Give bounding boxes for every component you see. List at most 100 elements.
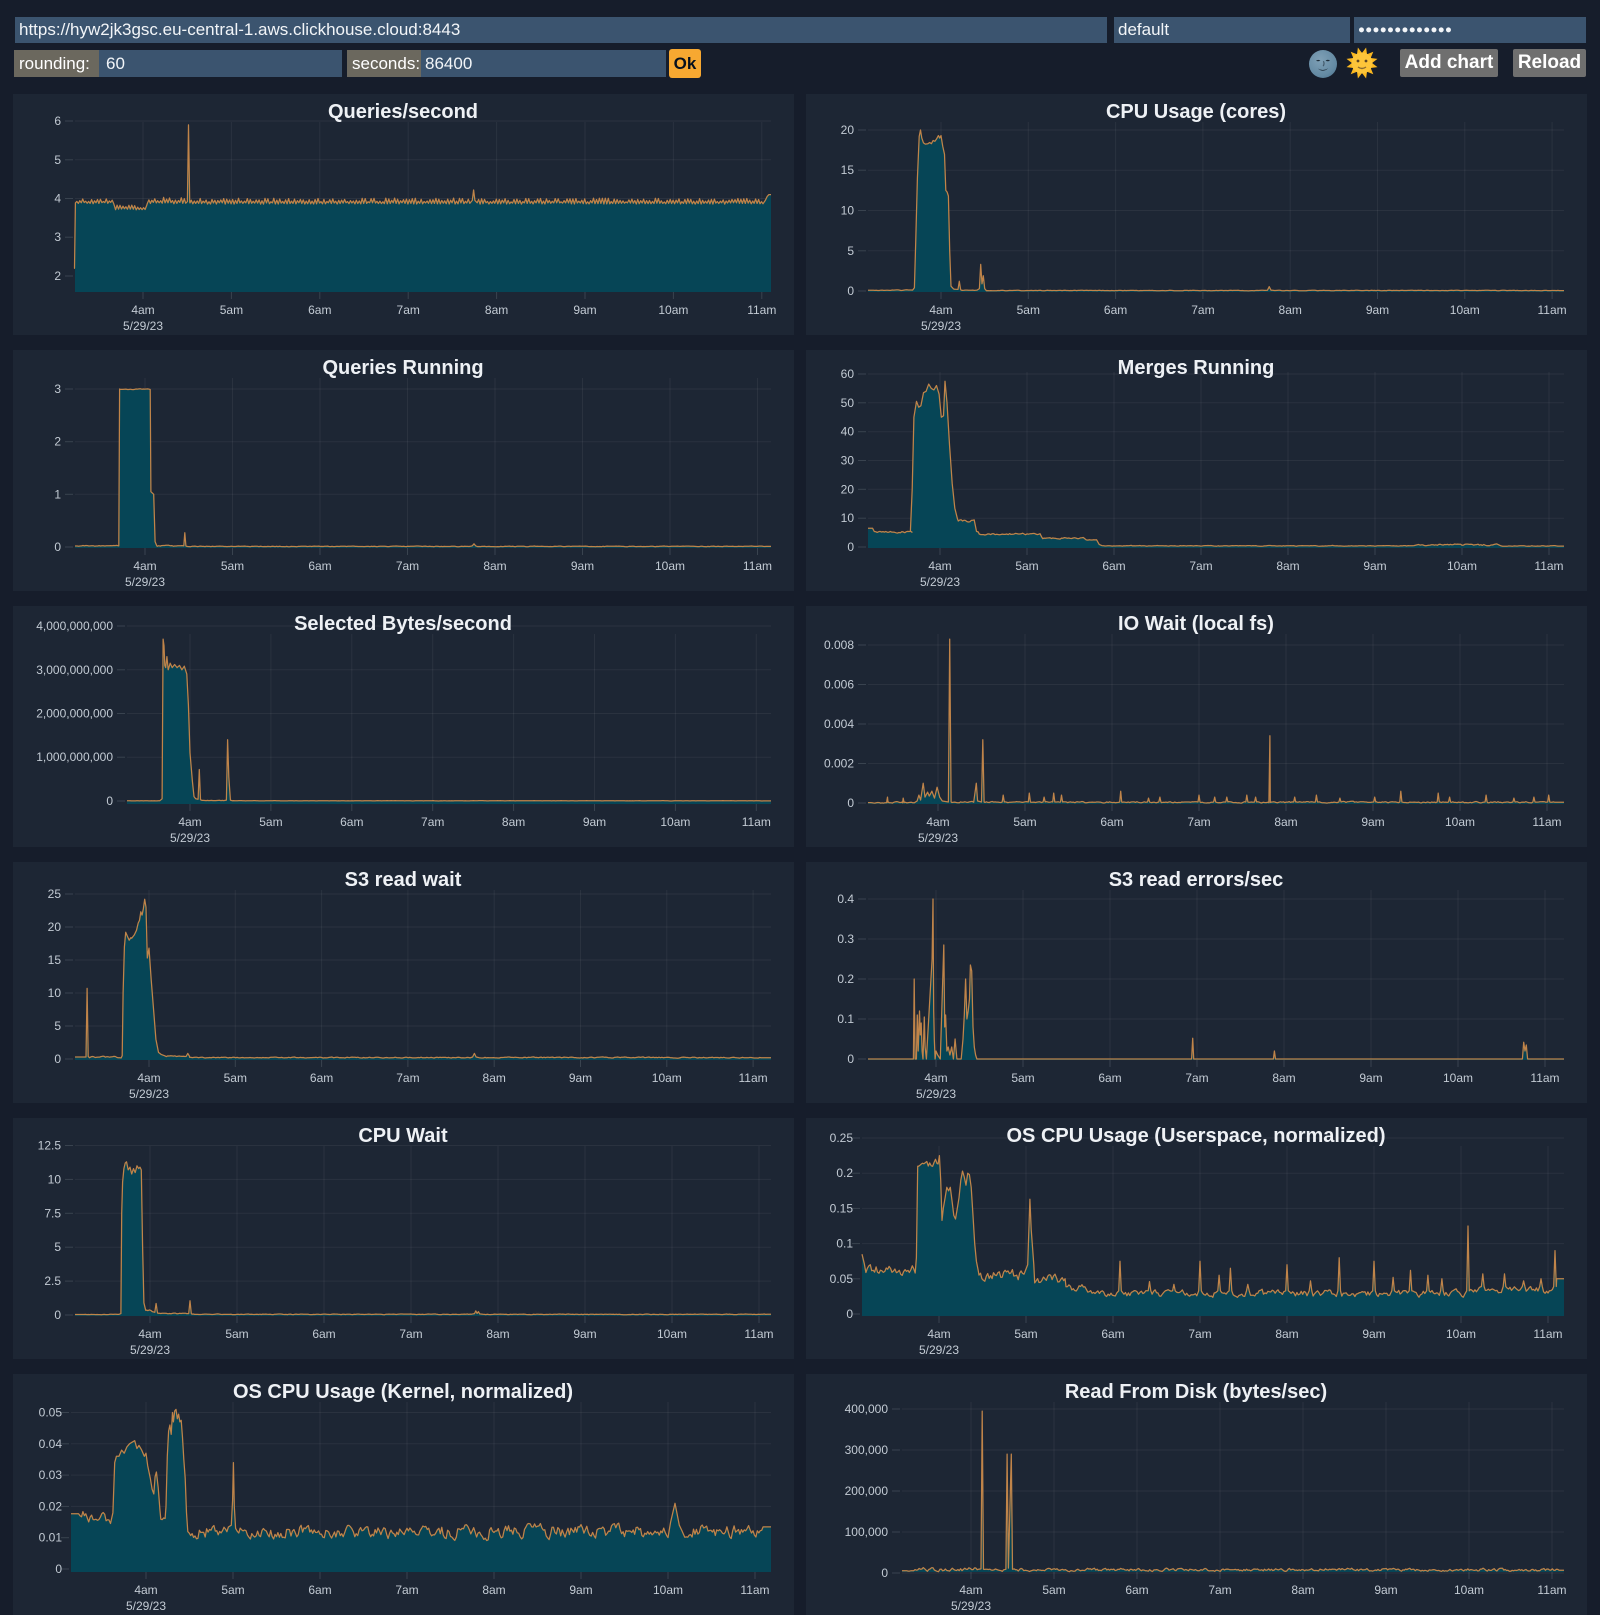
svg-text:S3 read wait: S3 read wait <box>345 869 462 891</box>
svg-text:1: 1 <box>54 487 61 501</box>
svg-text:2: 2 <box>54 269 61 283</box>
svg-text:6am: 6am <box>340 815 363 829</box>
svg-text:7am: 7am <box>395 1583 418 1597</box>
svg-text:4am: 4am <box>137 1071 160 1085</box>
svg-text:20: 20 <box>48 920 62 934</box>
svg-text:6am: 6am <box>1100 815 1123 829</box>
svg-text:Merges Running: Merges Running <box>1118 357 1275 379</box>
svg-text:7am: 7am <box>396 559 419 573</box>
svg-text:8am: 8am <box>502 815 525 829</box>
svg-text:5am: 5am <box>259 815 282 829</box>
svg-text:11am: 11am <box>1534 559 1563 573</box>
svg-text:4am: 4am <box>928 559 951 573</box>
svg-text:10am: 10am <box>655 559 685 573</box>
svg-text:8am: 8am <box>482 1583 505 1597</box>
svg-text:CPU Usage (cores): CPU Usage (cores) <box>1106 101 1286 123</box>
svg-text:5/29/23: 5/29/23 <box>951 1599 991 1613</box>
svg-text:5: 5 <box>54 1019 61 1033</box>
svg-text:0.05: 0.05 <box>39 1406 63 1420</box>
svg-text:8am: 8am <box>486 1327 509 1341</box>
svg-text:0.006: 0.006 <box>824 678 854 692</box>
svg-text:S3 read errors/sec: S3 read errors/sec <box>1109 869 1284 891</box>
svg-text:10am: 10am <box>658 303 688 317</box>
svg-text:3: 3 <box>54 382 61 396</box>
svg-text:OS CPU Usage (Kernel, normaliz: OS CPU Usage (Kernel, normalized) <box>233 1381 573 1403</box>
svg-text:0: 0 <box>847 284 854 298</box>
svg-text:11am: 11am <box>1533 1327 1562 1341</box>
svg-text:7am: 7am <box>1208 1583 1231 1597</box>
svg-text:6am: 6am <box>308 559 331 573</box>
svg-text:10am: 10am <box>1450 303 1480 317</box>
svg-text:4am: 4am <box>138 1327 161 1341</box>
svg-text:11am: 11am <box>740 1583 769 1597</box>
svg-text:200,000: 200,000 <box>845 1484 889 1498</box>
svg-text:9am: 9am <box>1374 1583 1397 1597</box>
svg-text:0.1: 0.1 <box>837 1012 854 1026</box>
svg-text:9am: 9am <box>569 1071 592 1085</box>
svg-text:6: 6 <box>54 114 61 128</box>
svg-text:50: 50 <box>841 396 855 410</box>
svg-text:5am: 5am <box>221 1583 244 1597</box>
svg-text:0: 0 <box>881 1566 888 1580</box>
svg-text:2.5: 2.5 <box>44 1274 61 1288</box>
svg-text:4am: 4am <box>131 303 154 317</box>
svg-text:0.008: 0.008 <box>824 638 854 652</box>
svg-text:4: 4 <box>54 192 61 206</box>
svg-text:11am: 11am <box>739 1071 768 1085</box>
svg-text:4am: 4am <box>133 559 156 573</box>
svg-text:9am: 9am <box>573 1327 596 1341</box>
svg-text:0.004: 0.004 <box>824 717 854 731</box>
svg-text:100,000: 100,000 <box>845 1525 889 1539</box>
svg-text:4am: 4am <box>924 1071 947 1085</box>
svg-text:5am: 5am <box>221 559 244 573</box>
svg-text:11am: 11am <box>1532 815 1561 829</box>
svg-text:0.4: 0.4 <box>837 892 854 906</box>
svg-text:2: 2 <box>54 435 61 449</box>
svg-text:10am: 10am <box>653 1583 683 1597</box>
svg-text:4am: 4am <box>927 1327 950 1341</box>
svg-text:7am: 7am <box>1188 1327 1211 1341</box>
svg-text:0: 0 <box>847 1052 854 1066</box>
svg-text:0.2: 0.2 <box>837 972 854 986</box>
svg-text:0: 0 <box>54 540 61 554</box>
svg-text:0.25: 0.25 <box>830 1131 854 1145</box>
svg-text:7am: 7am <box>1185 1071 1208 1085</box>
svg-text:5am: 5am <box>1042 1583 1065 1597</box>
svg-text:5am: 5am <box>1017 303 1040 317</box>
svg-text:7.5: 7.5 <box>44 1206 61 1220</box>
svg-text:5/29/23: 5/29/23 <box>918 831 958 845</box>
svg-text:5/29/23: 5/29/23 <box>170 831 210 845</box>
svg-text:6am: 6am <box>312 1327 335 1341</box>
svg-text:400,000: 400,000 <box>845 1402 889 1416</box>
svg-text:8am: 8am <box>1291 1583 1314 1597</box>
svg-text:9am: 9am <box>1361 815 1384 829</box>
svg-text:0: 0 <box>54 1308 61 1322</box>
svg-text:0: 0 <box>106 794 113 808</box>
svg-text:0.2: 0.2 <box>836 1166 853 1180</box>
svg-text:4am: 4am <box>134 1583 157 1597</box>
svg-text:11am: 11am <box>1538 303 1567 317</box>
svg-text:8am: 8am <box>1275 1327 1298 1341</box>
svg-text:7am: 7am <box>396 1071 419 1085</box>
svg-text:5/29/23: 5/29/23 <box>920 575 960 589</box>
svg-text:5am: 5am <box>225 1327 248 1341</box>
svg-text:6am: 6am <box>308 303 331 317</box>
svg-text:9am: 9am <box>1362 1327 1385 1341</box>
svg-text:8am: 8am <box>485 303 508 317</box>
svg-text:0.15: 0.15 <box>830 1201 854 1215</box>
svg-text:0.04: 0.04 <box>39 1437 63 1451</box>
svg-text:7am: 7am <box>1187 815 1210 829</box>
svg-text:4am: 4am <box>929 303 952 317</box>
svg-text:300,000: 300,000 <box>845 1443 889 1457</box>
svg-text:6am: 6am <box>1102 559 1125 573</box>
svg-text:30: 30 <box>841 454 855 468</box>
svg-text:3: 3 <box>54 230 61 244</box>
svg-text:0: 0 <box>54 1052 61 1066</box>
svg-text:15: 15 <box>841 163 855 177</box>
svg-text:2,000,000,000: 2,000,000,000 <box>36 707 113 721</box>
svg-text:8am: 8am <box>1274 815 1297 829</box>
svg-text:Read From Disk (bytes/sec): Read From Disk (bytes/sec) <box>1065 1381 1327 1403</box>
svg-text:5/29/23: 5/29/23 <box>126 1599 166 1613</box>
svg-text:0: 0 <box>847 540 854 554</box>
svg-text:Queries/second: Queries/second <box>328 101 478 123</box>
